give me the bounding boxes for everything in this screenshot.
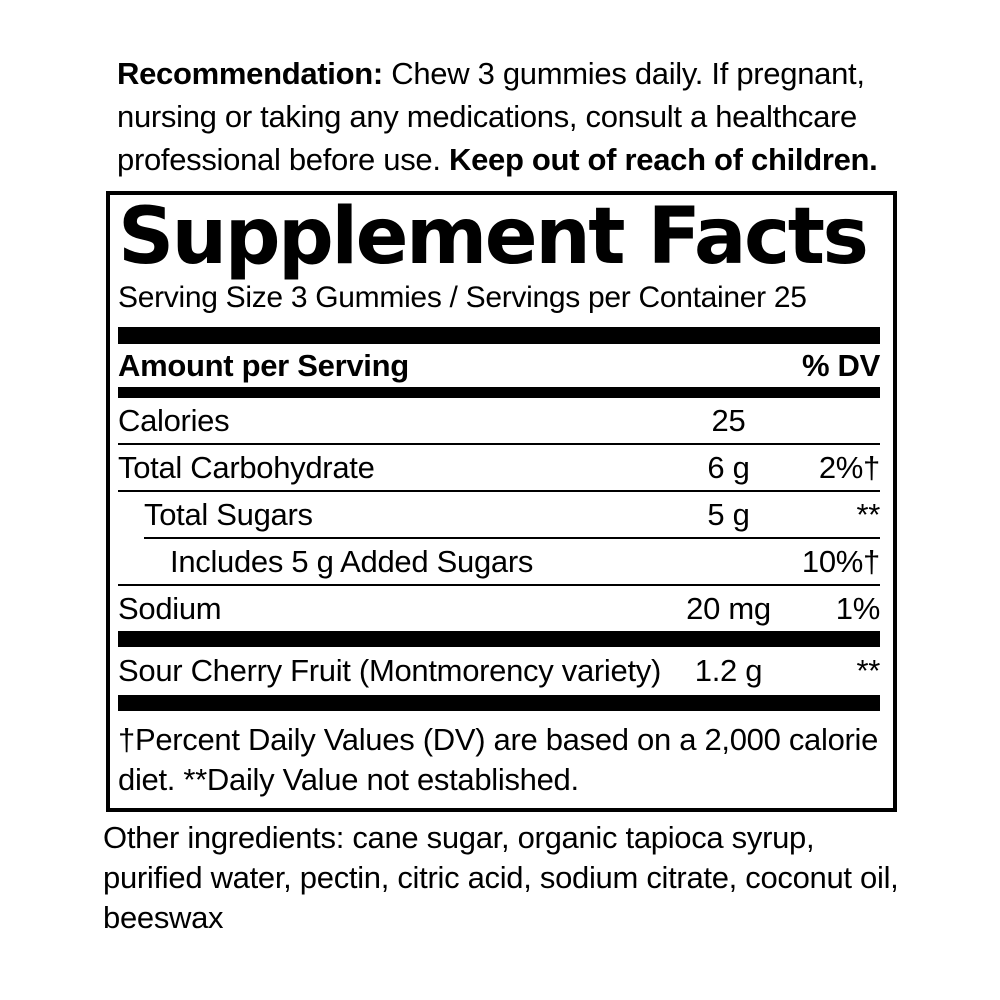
other-ingredients-line-3: beeswax xyxy=(103,900,224,935)
nutrient-amount: 5 g xyxy=(707,496,750,532)
nutrient-row-calories: Calories 25 xyxy=(118,398,880,443)
hairline-separator xyxy=(118,490,880,492)
column-header-dv: % DV xyxy=(801,347,880,383)
nutrient-amount: 25 xyxy=(711,402,746,438)
nutrient-label: Calories xyxy=(118,402,230,438)
nutrient-label: Total Sugars xyxy=(144,496,313,532)
medium-separator-bar xyxy=(118,387,880,398)
nutrient-row-added-sugars: Includes 5 g Added Sugars 10%† xyxy=(118,539,880,584)
hairline-separator xyxy=(118,584,880,586)
nutrient-dv: 10%† xyxy=(801,543,880,579)
column-header-amount: Amount per Serving xyxy=(118,347,409,383)
nutrient-label: Total Carbohydrate xyxy=(118,449,375,485)
hairline-separator-indented xyxy=(144,537,880,539)
nutrient-amount: 20 mg xyxy=(686,590,771,626)
recommendation-warning-bold: Keep out of reach of children. xyxy=(449,142,878,177)
nutrient-row-total-sugars: Total Sugars 5 g ** xyxy=(118,492,880,537)
nutrient-dv: ** xyxy=(856,653,880,688)
daily-value-footnote: †Percent Daily Values (DV) are based on … xyxy=(118,711,880,800)
nutrient-label: Sour Cherry Fruit (Montmorency variety) xyxy=(118,653,661,688)
thick-separator-bar-top xyxy=(118,327,880,344)
hairline-separator xyxy=(118,443,880,445)
footnote-line-2: diet. **Daily Value not established. xyxy=(118,762,579,797)
nutrient-dv: 1% xyxy=(835,590,881,626)
recommendation-line-1: Recommendation: Chew 3 gummies daily. If… xyxy=(117,52,878,95)
supplement-facts-title: Supplement Facts xyxy=(118,192,869,282)
other-ingredients-line-1: Other ingredients: cane sugar, organic t… xyxy=(103,820,815,855)
other-ingredients-line-2: purified water, pectin, citric acid, sod… xyxy=(103,860,899,895)
nutrient-row-total-carbohydrate: Total Carbohydrate 6 g 2%† xyxy=(118,445,880,490)
footnote-line-1: †Percent Daily Values (DV) are based on … xyxy=(118,722,879,757)
recommendation-line-1-rest: Chew 3 gummies daily. If pregnant, xyxy=(382,56,865,91)
column-header-row: Amount per Serving % DV xyxy=(118,344,880,387)
nutrient-amount: 1.2 g xyxy=(694,653,763,688)
nutrient-dv: 2%† xyxy=(818,449,880,485)
thick-separator-bar-mid-upper xyxy=(118,631,880,647)
other-ingredients-text: Other ingredients: cane sugar, organic t… xyxy=(103,818,899,938)
nutrient-amount: 6 g xyxy=(707,449,750,485)
serving-info: Serving Size 3 Gummies / Servings per Co… xyxy=(118,281,807,314)
supplement-facts-panel: Supplement Facts Serving Size 3 Gummies … xyxy=(106,191,897,812)
nutrient-row-sour-cherry: Sour Cherry Fruit (Montmorency variety) … xyxy=(118,647,880,695)
nutrient-row-sodium: Sodium 20 mg 1% xyxy=(118,586,880,631)
nutrient-label: Includes 5 g Added Sugars xyxy=(170,543,534,579)
recommendation-line-2: nursing or taking any medications, consu… xyxy=(117,99,857,134)
thick-separator-bar-mid-lower xyxy=(118,695,880,711)
nutrient-label: Sodium xyxy=(118,590,222,626)
nutrient-dv: ** xyxy=(856,496,880,532)
recommendation-text: Recommendation: Chew 3 gummies daily. If… xyxy=(117,52,878,181)
recommendation-line-3-rest: professional before use. xyxy=(117,142,449,177)
recommendation-lead-bold: Recommendation: xyxy=(117,56,383,91)
recommendation-line-3: professional before use. Keep out of rea… xyxy=(117,138,878,181)
